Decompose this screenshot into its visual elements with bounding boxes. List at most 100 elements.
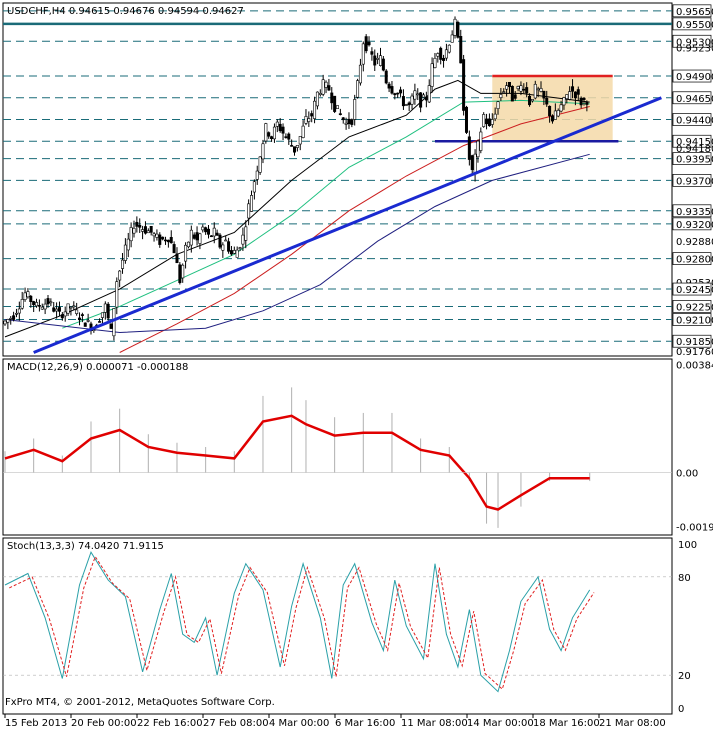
candle-body [298, 136, 302, 145]
candle-body [370, 51, 374, 55]
candle-body [100, 312, 104, 318]
candle-body [315, 91, 319, 107]
x-axis-label: 4 Mar 00:00 [269, 718, 329, 729]
candle-body [344, 122, 348, 125]
price-label-box [672, 217, 712, 231]
candle-body [499, 94, 503, 98]
stoch-scale-label: 80 [678, 573, 691, 584]
candle-body [427, 85, 431, 103]
candle-body [23, 292, 27, 300]
x-axis-label: 14 Mar 00:00 [467, 718, 534, 729]
panel-frame-1 [2, 2, 673, 357]
x-axis-label: 6 Mar 16:00 [335, 718, 395, 729]
candle-body [112, 308, 116, 337]
candle-body [321, 79, 325, 95]
macd-title: MACD(12,26,9) 0.000071 -0.000188 [7, 362, 188, 373]
candle-body [433, 57, 437, 68]
candle-body [72, 305, 76, 308]
candle-body [172, 244, 176, 254]
candle-body [553, 110, 557, 120]
candle-body [287, 133, 291, 140]
stoch-title: Stoch(13,3,3) 74.0420 71.9115 [7, 541, 164, 552]
candle-body [32, 301, 36, 306]
macd-scale-label: 0.003849 [676, 361, 713, 372]
candle-body [364, 36, 368, 52]
candle-body [290, 145, 294, 147]
candle-body [407, 102, 411, 106]
candle-body [115, 281, 119, 308]
candle-body [404, 104, 408, 106]
stoch-scale-label: 0 [678, 704, 684, 715]
candle-body [356, 80, 360, 98]
candle-body [381, 58, 385, 71]
candle-body [261, 143, 265, 160]
candle-body [123, 244, 127, 261]
candle-body [301, 125, 305, 138]
candle-body [387, 83, 391, 89]
stoch-signal-line [9, 555, 595, 691]
x-axis-label: 18 Mar 16:00 [533, 718, 600, 729]
price-chart-title: USDCHF,H4 0.94615 0.94676 0.94594 0.9462… [7, 6, 244, 17]
candle-body [189, 229, 193, 246]
candle-body [166, 239, 170, 243]
candle-body [410, 95, 414, 105]
x-axis-label: 11 Mar 08:00 [401, 718, 468, 729]
candle-body [9, 317, 13, 320]
candle-body [98, 321, 102, 323]
candle-body [258, 156, 262, 173]
candle-body [335, 105, 339, 109]
candle-body [12, 315, 16, 320]
candle-body [106, 303, 110, 319]
candle-body [556, 110, 560, 117]
x-axis-label: 21 Mar 08:00 [599, 718, 666, 729]
candle-body [444, 49, 448, 59]
candle-body [467, 136, 471, 160]
candle-body [502, 91, 506, 93]
candle-body [60, 314, 64, 319]
price-label-box [672, 69, 712, 83]
candle-body [281, 126, 285, 134]
candle-body [86, 320, 90, 322]
candle-body [198, 233, 202, 244]
panel-frame-2 [2, 358, 673, 536]
stoch-scale-label: 20 [678, 671, 691, 682]
price-label-box [672, 34, 712, 48]
candle-body [232, 250, 236, 254]
candle-body [35, 302, 39, 307]
moving-average-1 [4, 79, 590, 338]
candle-body [513, 94, 517, 99]
moving-average-4 [4, 153, 590, 334]
candle-body [548, 105, 552, 117]
candle-body [310, 113, 314, 117]
candle-body [66, 303, 70, 314]
candle-body [26, 291, 30, 298]
footer-copyright: FxPro MT4, © 2001-2012, MetaQuotes Softw… [5, 697, 275, 708]
candle-body [419, 92, 423, 108]
candle-body [80, 314, 84, 316]
candle-body [192, 234, 196, 239]
candle-body [330, 92, 334, 104]
candle-body [184, 244, 188, 262]
candle-body [393, 93, 397, 96]
candle-body [49, 301, 53, 304]
candle-body [384, 70, 388, 84]
candle-body [6, 319, 10, 323]
candle-body [20, 299, 24, 309]
price-label-box [672, 282, 712, 296]
candle-body [29, 295, 33, 302]
price-label-box [672, 91, 712, 105]
candle-body [505, 85, 509, 90]
candle-body [235, 249, 239, 258]
candle-body [3, 320, 7, 325]
candle-body [528, 95, 532, 106]
price-label-box [672, 134, 712, 148]
candle-body [367, 41, 371, 46]
candle-body [75, 309, 79, 314]
price-label-box [672, 300, 712, 313]
moving-average-3 [119, 106, 590, 353]
